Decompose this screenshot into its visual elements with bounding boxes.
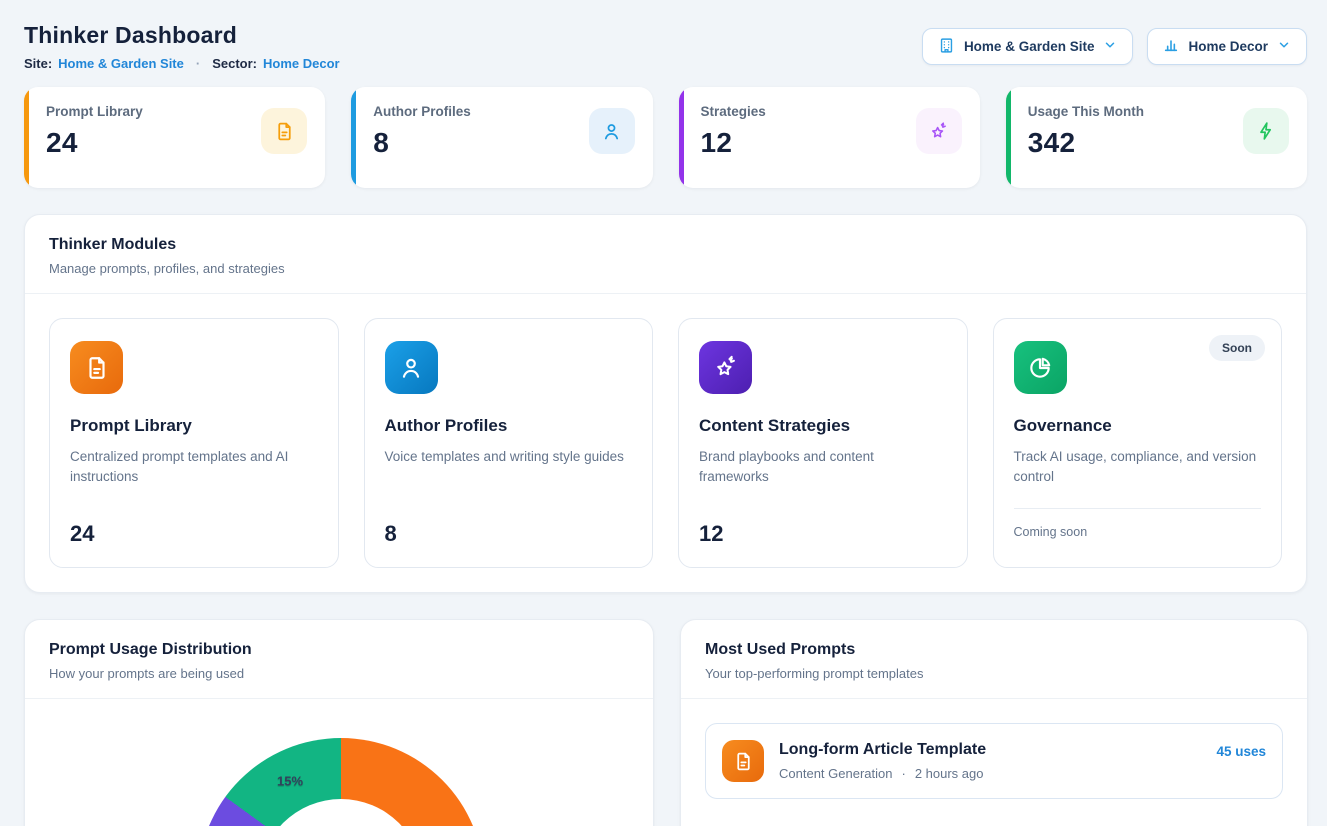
stat-label: Author Profiles	[373, 104, 471, 119]
divider	[1014, 508, 1262, 509]
header-actions: Home & Garden Site Home Decor	[922, 28, 1307, 65]
prompts-card-title: Most Used Prompts	[705, 641, 1283, 659]
prompt-category: Content Generation	[779, 766, 892, 781]
usage-distribution-card: Prompt Usage Distribution How your promp…	[24, 619, 654, 826]
module-count: 12	[699, 521, 947, 547]
modules-panel-subtitle: Manage prompts, profiles, and strategies	[49, 261, 1282, 276]
soon-badge: Soon	[1209, 335, 1265, 361]
stat-value: 8	[373, 127, 471, 159]
sector-link[interactable]: Home Decor	[263, 56, 340, 71]
user-icon	[589, 108, 635, 154]
site-label: Site:	[24, 56, 52, 71]
document-icon	[722, 740, 764, 782]
page-header: Thinker Dashboard Site: Home & Garden Si…	[24, 22, 1307, 71]
stat-card-strategies: Strategies 12	[679, 87, 980, 188]
prompt-time: 2 hours ago	[915, 766, 984, 781]
prompts-card-subtitle: Your top-performing prompt templates	[705, 666, 1283, 681]
bar-chart-icon	[1163, 37, 1179, 56]
stat-card-prompt-library: Prompt Library 24	[24, 87, 325, 188]
sector-select-button[interactable]: Home Decor	[1147, 28, 1307, 65]
stat-label: Usage This Month	[1028, 104, 1144, 119]
site-select-button[interactable]: Home & Garden Site	[922, 28, 1134, 65]
donut-hole	[259, 799, 423, 826]
bottom-row: Prompt Usage Distribution How your promp…	[24, 619, 1307, 826]
donut-segment-label: 15%	[277, 774, 303, 789]
page-title: Thinker Dashboard	[24, 22, 340, 49]
modules-panel-title: Thinker Modules	[49, 236, 1282, 254]
prompt-meta: Content Generation · 2 hours ago	[779, 766, 1201, 781]
site-link[interactable]: Home & Garden Site	[58, 56, 184, 71]
module-description: Brand playbooks and content frameworks	[699, 447, 947, 488]
module-card-governance[interactable]: Soon Governance Track AI usage, complian…	[993, 318, 1283, 568]
stat-value: 24	[46, 127, 143, 159]
stats-row: Prompt Library 24 Author Profiles 8 Stra…	[24, 87, 1307, 188]
site-select-label: Home & Garden Site	[964, 39, 1095, 54]
donut-chart-area: 15%	[25, 699, 653, 826]
coming-soon-text: Coming soon	[1014, 525, 1262, 539]
document-icon	[261, 108, 307, 154]
thinker-modules-panel: Thinker Modules Manage prompts, profiles…	[24, 214, 1307, 593]
prompt-title: Long-form Article Template	[779, 741, 1201, 759]
stat-value: 342	[1028, 127, 1144, 159]
chevron-down-icon	[1277, 38, 1291, 55]
lightning-icon	[1243, 108, 1289, 154]
module-count: 8	[385, 521, 633, 547]
separator-dot: ·	[901, 766, 905, 781]
most-used-prompts-card: Most Used Prompts Your top-performing pr…	[680, 619, 1308, 826]
breadcrumb: Site: Home & Garden Site · Sector: Home …	[24, 56, 340, 71]
stat-value: 12	[701, 127, 766, 159]
modules-panel-header: Thinker Modules Manage prompts, profiles…	[25, 215, 1306, 294]
module-description: Centralized prompt templates and AI inst…	[70, 447, 318, 488]
module-card-author-profiles[interactable]: Author Profiles Voice templates and writ…	[364, 318, 654, 568]
prompts-card-header: Most Used Prompts Your top-performing pr…	[681, 620, 1307, 699]
module-card-content-strategies[interactable]: Content Strategies Brand playbooks and c…	[678, 318, 968, 568]
separator-dot: ·	[196, 56, 200, 71]
chevron-down-icon	[1103, 38, 1117, 55]
module-title: Content Strategies	[699, 416, 947, 436]
prompt-list: Long-form Article Template Content Gener…	[681, 699, 1307, 823]
pie-chart-icon	[1014, 341, 1067, 394]
stat-card-usage: Usage This Month 342	[1006, 87, 1307, 188]
modules-grid: Prompt Library Centralized prompt templa…	[25, 294, 1306, 592]
stat-label: Prompt Library	[46, 104, 143, 119]
module-description: Voice templates and writing style guides	[385, 447, 633, 467]
prompt-list-item[interactable]: Long-form Article Template Content Gener…	[705, 723, 1283, 799]
sector-label: Sector:	[212, 56, 257, 71]
module-title: Author Profiles	[385, 416, 633, 436]
module-title: Governance	[1014, 416, 1262, 436]
sector-select-label: Home Decor	[1188, 39, 1268, 54]
sparkle-star-icon	[699, 341, 752, 394]
header-left: Thinker Dashboard Site: Home & Garden Si…	[24, 22, 340, 71]
usage-card-header: Prompt Usage Distribution How your promp…	[25, 620, 653, 699]
user-icon	[385, 341, 438, 394]
stat-card-author-profiles: Author Profiles 8	[351, 87, 652, 188]
module-card-prompt-library[interactable]: Prompt Library Centralized prompt templa…	[49, 318, 339, 568]
sparkle-star-icon	[916, 108, 962, 154]
donut-chart: 15%	[198, 738, 484, 826]
building-icon	[938, 37, 955, 57]
stat-label: Strategies	[701, 104, 766, 119]
prompt-uses-badge: 45 uses	[1216, 744, 1266, 759]
module-title: Prompt Library	[70, 416, 318, 436]
module-count: 24	[70, 521, 318, 547]
usage-card-title: Prompt Usage Distribution	[49, 641, 629, 659]
usage-card-subtitle: How your prompts are being used	[49, 666, 629, 681]
module-description: Track AI usage, compliance, and version …	[1014, 447, 1262, 488]
document-icon	[70, 341, 123, 394]
